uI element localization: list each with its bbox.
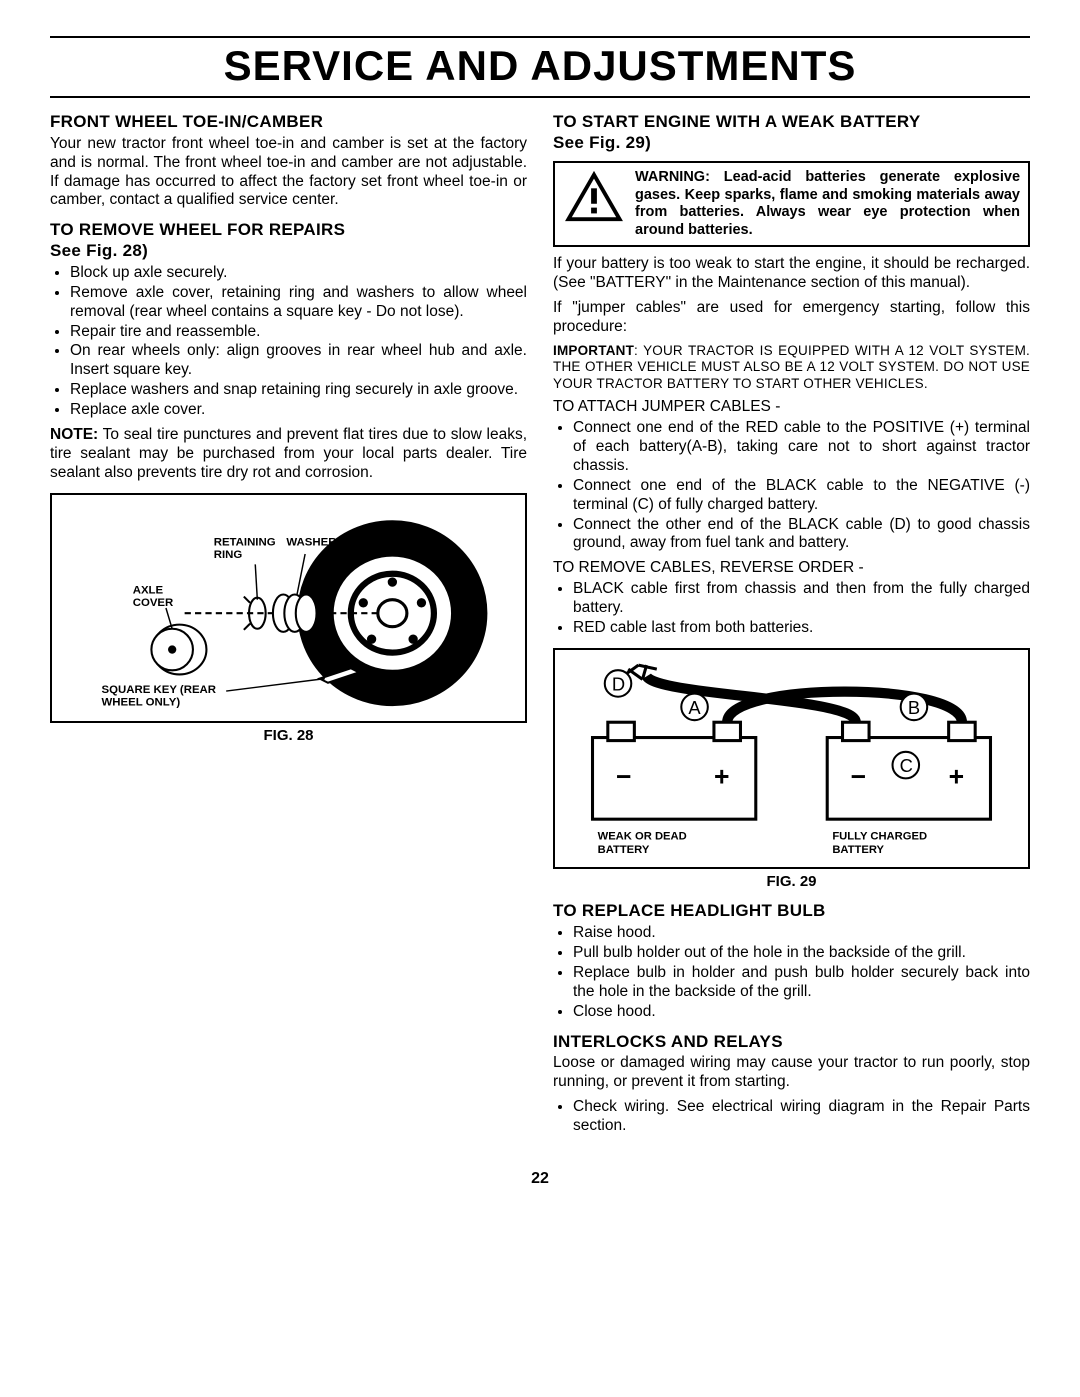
heading-headlight: TO REPLACE HEADLIGHT BULB (553, 901, 1030, 922)
heading-front-wheel: FRONT WHEEL TOE-IN/CAMBER (50, 112, 527, 133)
top-rule (50, 36, 1030, 38)
figure-28-box: RETAINING RING WASHERS AXLE COVER SQUARE… (50, 493, 527, 723)
list-item: BLACK cable first from chassis and then … (573, 580, 1030, 618)
heading-remove-wheel-fig: See Fig. 28) (50, 241, 527, 262)
important-lead: IMPORTANT (553, 343, 634, 358)
heading-interlocks: INTERLOCKS AND RELAYS (553, 1032, 1030, 1053)
svg-text:BATTERY: BATTERY (832, 844, 884, 856)
svg-text:B: B (908, 697, 920, 718)
figure-29-caption: FIG. 29 (553, 873, 1030, 891)
list-relays: Check wiring. See electrical wiring diag… (553, 1098, 1030, 1136)
list-item: RED cable last from both batteries. (573, 619, 1030, 638)
list-item: Repair tire and reassemble. (70, 323, 527, 342)
svg-text:−: − (616, 761, 632, 791)
list-item: Close hood. (573, 1003, 1030, 1022)
para-jumper: If "jumper cables" are used for emergenc… (553, 299, 1030, 337)
list-item: Raise hood. (573, 924, 1030, 943)
svg-text:COVER: COVER (133, 597, 174, 609)
list-item: Connect one end of the BLACK cable to th… (573, 477, 1030, 515)
para-interlocks: Loose or damaged wiring may cause your t… (553, 1054, 1030, 1092)
warning-icon (563, 169, 625, 225)
svg-text:WEAK OR DEAD: WEAK OR DEAD (598, 831, 687, 843)
heading-remove-wheel: TO REMOVE WHEEL FOR REPAIRS (50, 220, 527, 241)
warning-text: WARNING: Lead-acid batteries generate ex… (635, 169, 1020, 239)
list-remove: BLACK cable first from chassis and then … (553, 580, 1030, 638)
svg-text:SQUARE KEY (REAR: SQUARE KEY (REAR (102, 684, 217, 696)
list-item: Check wiring. See electrical wiring diag… (573, 1098, 1030, 1136)
list-remove-wheel: Block up axle securely. Remove axle cove… (50, 264, 527, 420)
svg-text:AXLE: AXLE (133, 584, 164, 596)
title-rule (50, 96, 1030, 98)
svg-text:WASHERS: WASHERS (286, 536, 344, 548)
important-note: IMPORTANT: YOUR TRACTOR IS EQUIPPED WITH… (553, 343, 1030, 392)
columns: FRONT WHEEL TOE-IN/CAMBER Your new tract… (50, 102, 1030, 1142)
left-column: FRONT WHEEL TOE-IN/CAMBER Your new tract… (50, 102, 527, 1142)
svg-text:C: C (900, 755, 913, 776)
attach-heading: TO ATTACH JUMPER CABLES - (553, 398, 1030, 417)
figure-29-box: − + − + D A B C (553, 648, 1030, 869)
remove-heading: TO REMOVE CABLES, REVERSE ORDER - (553, 559, 1030, 578)
list-item: On rear wheels only: align grooves in re… (70, 342, 527, 380)
figure-28-svg: RETAINING RING WASHERS AXLE COVER SQUARE… (60, 503, 517, 713)
svg-text:A: A (688, 697, 701, 718)
figure-28-caption: FIG. 28 (50, 727, 527, 745)
heading-start-engine: TO START ENGINE WITH A WEAK BATTERY (553, 112, 1030, 133)
warning-lead: WARNING: (635, 169, 710, 185)
list-item: Block up axle securely. (70, 264, 527, 283)
figure-29-svg: − + − + D A B C (567, 658, 1016, 863)
svg-text:RETAINING: RETAINING (214, 536, 276, 548)
para-front-wheel: Your new tractor front wheel toe-in and … (50, 135, 527, 211)
warning-box: WARNING: Lead-acid batteries generate ex… (553, 161, 1030, 247)
list-item: Connect the other end of the BLACK cable… (573, 516, 1030, 554)
svg-text:FULLY CHARGED: FULLY CHARGED (832, 831, 927, 843)
svg-text:RING: RING (214, 549, 243, 561)
svg-text:−: − (851, 761, 867, 791)
list-attach: Connect one end of the RED cable to the … (553, 419, 1030, 553)
note-seal-tire: NOTE: To seal tire punctures and prevent… (50, 426, 527, 483)
list-item: Replace axle cover. (70, 401, 527, 420)
list-bulb: Raise hood. Pull bulb holder out of the … (553, 924, 1030, 1022)
svg-text:+: + (714, 761, 730, 791)
note-lead: NOTE: (50, 426, 98, 443)
list-item: Replace bulb in holder and push bulb hol… (573, 964, 1030, 1002)
svg-text:WHEEL ONLY): WHEEL ONLY) (102, 696, 181, 708)
list-item: Pull bulb holder out of the hole in the … (573, 944, 1030, 963)
svg-text:BATTERY: BATTERY (598, 844, 650, 856)
page-number: 22 (50, 1170, 1030, 1188)
svg-text:+: + (949, 761, 965, 791)
para-weak-battery: If your battery is too weak to start the… (553, 255, 1030, 293)
page-title: Service And Adjustments (50, 42, 1030, 90)
right-column: TO START ENGINE WITH A WEAK BATTERY See … (553, 102, 1030, 1142)
list-item: Remove axle cover, retaining ring and wa… (70, 284, 527, 322)
svg-text:D: D (612, 674, 625, 695)
note-body: To seal tire punctures and prevent flat … (50, 426, 527, 481)
list-item: Connect one end of the RED cable to the … (573, 419, 1030, 476)
list-item: Replace washers and snap retaining ring … (70, 381, 527, 400)
heading-start-engine-fig: See Fig. 29) (553, 133, 1030, 154)
